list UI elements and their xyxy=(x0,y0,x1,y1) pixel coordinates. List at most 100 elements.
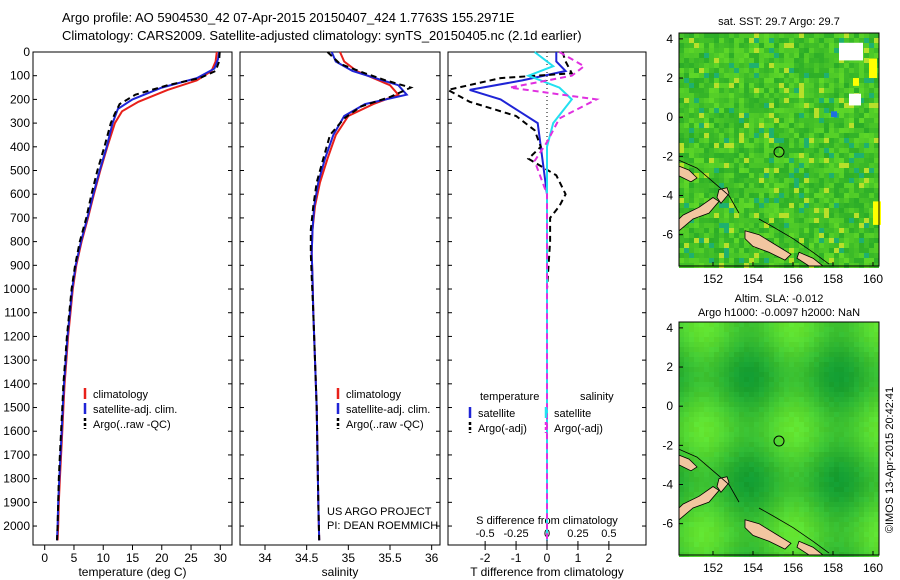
map-cell xyxy=(864,342,869,347)
map-cell xyxy=(734,367,739,372)
map-cell xyxy=(839,253,844,258)
map-cell xyxy=(869,78,874,83)
map-cell xyxy=(744,253,749,258)
map-cell xyxy=(784,407,789,412)
map-cell xyxy=(869,412,874,417)
map-cell xyxy=(819,198,824,203)
map-cell xyxy=(824,527,829,532)
map-cell xyxy=(864,372,869,377)
map-cell xyxy=(769,213,774,218)
map-cell xyxy=(854,173,859,178)
map-cell xyxy=(724,158,729,163)
map-cell xyxy=(754,43,759,48)
map-cell xyxy=(834,228,839,233)
map-cell xyxy=(794,83,799,88)
map-cell xyxy=(714,178,719,183)
map-cell xyxy=(834,502,839,507)
map-cell xyxy=(759,233,764,238)
map-cell xyxy=(774,332,779,337)
map-cell xyxy=(699,327,704,332)
map-cell xyxy=(794,73,799,78)
map-cell xyxy=(739,497,744,502)
map-cell xyxy=(689,83,694,88)
map-cell xyxy=(864,63,869,68)
map-cell xyxy=(844,537,849,542)
map-cell xyxy=(754,382,759,387)
map-cell xyxy=(809,487,814,492)
map-cell xyxy=(869,477,874,482)
map-cell xyxy=(779,163,784,168)
map-cell xyxy=(794,442,799,447)
map-cell xyxy=(819,532,824,537)
map-cell xyxy=(759,188,764,193)
map-cell xyxy=(799,527,804,532)
map-cell xyxy=(764,78,769,83)
map-cell xyxy=(709,228,714,233)
map-cell xyxy=(739,342,744,347)
map-cell xyxy=(679,477,684,482)
map-cell xyxy=(689,93,694,98)
map-cell xyxy=(804,103,809,108)
map-cell xyxy=(864,422,869,427)
map-cell xyxy=(679,402,684,407)
map-cell xyxy=(819,522,824,527)
map-cell xyxy=(694,228,699,233)
map-cell xyxy=(784,527,789,532)
map-cell xyxy=(729,103,734,108)
map-cell xyxy=(864,193,869,198)
map-cell xyxy=(869,178,874,183)
map-cell xyxy=(714,238,719,243)
map-cell xyxy=(694,253,699,258)
map-cell xyxy=(804,143,809,148)
map-cell xyxy=(874,442,879,447)
map-cell xyxy=(784,48,789,53)
map-cell xyxy=(709,477,714,482)
map-cell xyxy=(799,347,804,352)
map-cell xyxy=(814,128,819,133)
map-cell xyxy=(854,352,859,357)
map-cell xyxy=(749,153,754,158)
map-cell xyxy=(789,347,794,352)
map-cell xyxy=(799,327,804,332)
map-cell xyxy=(834,362,839,367)
map-cell xyxy=(859,432,864,437)
map-cell xyxy=(774,522,779,527)
map-cell xyxy=(809,118,814,123)
map-cell xyxy=(869,158,874,163)
map-cell xyxy=(754,123,759,128)
map-cell xyxy=(759,487,764,492)
map-cell xyxy=(714,507,719,512)
map-cell xyxy=(769,228,774,233)
map-cell xyxy=(869,48,874,53)
map-cell xyxy=(829,332,834,337)
map-cell xyxy=(869,507,874,512)
map-cell xyxy=(774,168,779,173)
map-cell xyxy=(704,248,709,253)
map-cell xyxy=(819,367,824,372)
map-cell xyxy=(699,58,704,63)
map-cell xyxy=(774,113,779,118)
map-cell xyxy=(754,502,759,507)
map-cell xyxy=(794,48,799,53)
map-cell xyxy=(739,537,744,542)
map-cell xyxy=(729,482,734,487)
map-cell xyxy=(844,507,849,512)
map-cell xyxy=(699,123,704,128)
map-cell xyxy=(874,48,879,53)
map-cell xyxy=(854,168,859,173)
map-cell xyxy=(809,158,814,163)
bathymetry-contour xyxy=(678,159,740,214)
map-cell xyxy=(859,477,864,482)
map-cell xyxy=(749,178,754,183)
map-cell xyxy=(849,477,854,482)
map-cell xyxy=(724,163,729,168)
map-cell xyxy=(814,507,819,512)
map-cell xyxy=(729,392,734,397)
map-cell xyxy=(709,103,714,108)
map-cell xyxy=(729,253,734,258)
map-cell xyxy=(819,118,824,123)
map-cell xyxy=(809,402,814,407)
map-cell xyxy=(804,98,809,103)
map-cell xyxy=(814,113,819,118)
map-cell xyxy=(699,382,704,387)
